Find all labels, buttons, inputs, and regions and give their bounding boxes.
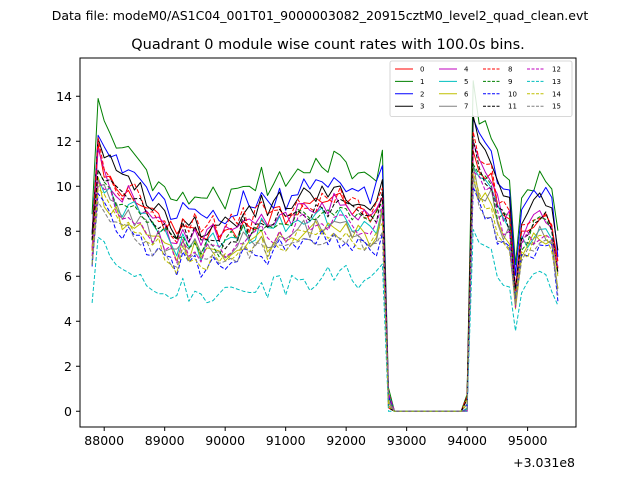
- legend-label-10: 10: [508, 90, 517, 98]
- x-tick-label: 88000: [84, 433, 124, 448]
- series-line-10: [91, 186, 559, 412]
- legend-label-3: 3: [420, 103, 424, 111]
- series-line-14: [91, 172, 559, 412]
- legend-label-0: 0: [420, 66, 424, 74]
- x-tick-label: 89000: [145, 433, 185, 448]
- legend-label-12: 12: [552, 66, 561, 74]
- legend-label-15: 15: [552, 103, 561, 111]
- series-line-15: [91, 176, 559, 412]
- y-tick-label: 8: [64, 224, 72, 239]
- legend-label-2: 2: [420, 90, 424, 98]
- series-line-7: [91, 162, 559, 412]
- x-axis-offset-label: +3.031e8: [513, 455, 575, 470]
- series-line-1: [91, 80, 559, 412]
- legend-label-9: 9: [508, 78, 512, 86]
- legend-label-4: 4: [464, 66, 469, 74]
- series-line-6: [91, 176, 559, 412]
- series-line-2: [91, 118, 559, 412]
- series-line-12: [91, 171, 559, 412]
- series-line-0: [91, 143, 559, 412]
- legend-label-13: 13: [552, 78, 561, 86]
- series-lines: [91, 80, 559, 412]
- legend-label-8: 8: [508, 66, 512, 74]
- y-tick-label: 12: [56, 134, 72, 149]
- plot-area: [91, 80, 559, 412]
- chart-suptitle: Data file: modeM0/AS1C04_001T01_90000030…: [52, 8, 589, 23]
- x-tick-label: 90000: [205, 433, 245, 448]
- legend-label-5: 5: [464, 78, 468, 86]
- legend-box: [389, 60, 573, 117]
- series-line-3: [91, 115, 559, 412]
- y-tick-label: 2: [64, 359, 72, 374]
- series-line-11: [91, 139, 559, 412]
- y-tick-label: 14: [56, 89, 72, 104]
- axes: 88000 89000 90000 91000 92000 93000 94000 95000…: [56, 57, 577, 448]
- legend-label-11: 11: [508, 103, 517, 111]
- x-tick-label: 91000: [266, 433, 306, 448]
- legend-label-14: 14: [552, 90, 561, 98]
- legend-label-1: 1: [420, 78, 424, 86]
- chart-title: Quadrant 0 module wise count rates with …: [131, 37, 525, 53]
- y-tick-label: 10: [56, 179, 72, 194]
- x-tick-label: 93000: [387, 433, 427, 448]
- legend-label-7: 7: [464, 103, 468, 111]
- axes-frame: [79, 57, 577, 428]
- legend-label-6: 6: [464, 90, 469, 98]
- y-tick-label: 0: [64, 404, 72, 419]
- x-tick-label: 95000: [508, 433, 548, 448]
- y-tick-label: 6: [64, 269, 72, 284]
- x-tick-label: 94000: [447, 433, 487, 448]
- series-line-4: [91, 141, 559, 412]
- y-tick-label: 4: [64, 314, 72, 329]
- x-tick-label: 92000: [326, 433, 366, 448]
